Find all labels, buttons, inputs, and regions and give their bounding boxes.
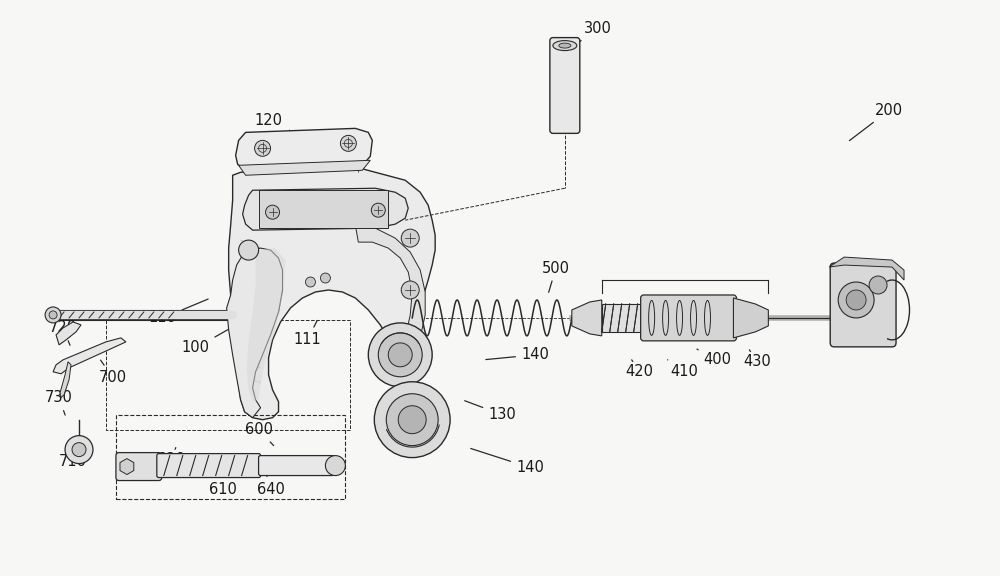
Circle shape [388, 343, 412, 367]
Polygon shape [56, 322, 81, 345]
Circle shape [401, 229, 419, 247]
Circle shape [386, 394, 438, 446]
Text: 120: 120 [255, 113, 292, 143]
Circle shape [398, 406, 426, 434]
Circle shape [266, 205, 280, 219]
Text: 600: 600 [245, 422, 274, 446]
FancyBboxPatch shape [641, 295, 736, 341]
Polygon shape [60, 362, 71, 398]
Text: 730: 730 [45, 390, 73, 415]
Circle shape [838, 282, 874, 318]
Text: 430: 430 [744, 350, 771, 369]
Circle shape [45, 307, 61, 323]
Polygon shape [236, 128, 372, 170]
Circle shape [846, 290, 866, 310]
Ellipse shape [553, 40, 577, 51]
Circle shape [340, 135, 356, 151]
Text: 200: 200 [849, 103, 903, 141]
Text: 400: 400 [697, 349, 731, 367]
Polygon shape [229, 168, 435, 420]
Circle shape [325, 456, 345, 476]
Text: 410: 410 [668, 360, 698, 380]
Circle shape [368, 323, 432, 386]
Polygon shape [602, 304, 644, 332]
Polygon shape [53, 338, 126, 374]
FancyBboxPatch shape [550, 37, 580, 134]
Circle shape [305, 277, 315, 287]
Polygon shape [572, 300, 602, 336]
Text: 500: 500 [542, 260, 570, 293]
Polygon shape [227, 248, 283, 418]
Text: 140: 140 [471, 449, 544, 475]
Bar [116, 415, 345, 499]
Text: 640: 640 [257, 474, 284, 497]
Text: 140: 140 [486, 347, 549, 362]
Text: 610: 610 [209, 474, 237, 497]
Text: 620: 620 [157, 448, 185, 467]
FancyBboxPatch shape [157, 453, 261, 478]
Text: 111: 111 [294, 320, 321, 347]
FancyBboxPatch shape [116, 453, 162, 480]
Text: 110: 110 [149, 299, 208, 325]
Circle shape [72, 442, 86, 457]
Circle shape [869, 276, 887, 294]
Text: 300: 300 [572, 21, 612, 47]
Circle shape [374, 382, 450, 457]
Polygon shape [829, 257, 904, 280]
Circle shape [401, 281, 419, 299]
Polygon shape [247, 248, 286, 401]
Polygon shape [243, 188, 408, 230]
Text: 420: 420 [626, 360, 654, 380]
Circle shape [239, 240, 259, 260]
FancyBboxPatch shape [830, 263, 896, 347]
Ellipse shape [559, 43, 571, 48]
Text: 710: 710 [59, 448, 87, 469]
Circle shape [320, 273, 330, 283]
Bar [259, 190, 388, 228]
Text: 720: 720 [49, 320, 77, 345]
Circle shape [49, 311, 57, 319]
Polygon shape [355, 225, 425, 382]
Polygon shape [239, 160, 370, 175]
Circle shape [65, 435, 93, 464]
Circle shape [255, 141, 271, 156]
Text: 130: 130 [465, 401, 516, 422]
Polygon shape [733, 298, 768, 338]
FancyBboxPatch shape [259, 456, 334, 476]
Text: 100: 100 [182, 319, 246, 355]
Text: 700: 700 [99, 360, 127, 385]
Circle shape [378, 333, 422, 377]
Circle shape [371, 203, 385, 217]
